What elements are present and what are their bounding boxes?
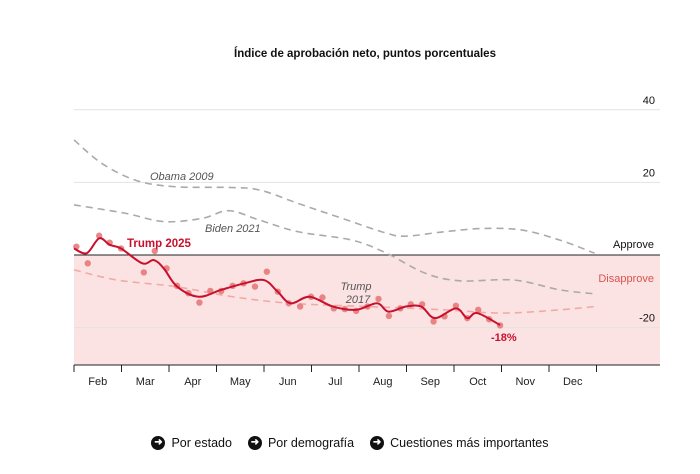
navigation-links: ➜ Por estado ➜ Por demografía ➜ Cuestiones … (0, 436, 700, 450)
current-value-label: -18% (491, 332, 517, 344)
series-line-trump-2025 (73, 237, 501, 326)
obama-label: Obama 2009 (150, 171, 214, 183)
data-point (151, 247, 158, 255)
arrow-right-icon: ➜ (151, 436, 166, 450)
month-label: Jul (328, 376, 342, 388)
y-tick-label: -20 (639, 313, 655, 325)
disapprove-label: Disapprove (598, 273, 654, 285)
link-por-demografia[interactable]: ➜ Por demografía (247, 436, 355, 450)
series-line-obama-2009 (73, 139, 595, 254)
month-label: May (230, 376, 251, 388)
month-label: Feb (88, 376, 107, 388)
data-point (475, 306, 482, 314)
data-point (319, 294, 326, 301)
month-label: Oct (469, 376, 486, 388)
approve-label: Approve (613, 239, 654, 251)
link-por-estado[interactable]: ➜ Por estado (151, 436, 232, 450)
data-point (296, 303, 304, 310)
month-label: Sep (420, 376, 440, 388)
month-label: Dec (563, 376, 583, 388)
data-point (251, 283, 259, 290)
data-point (84, 260, 91, 267)
data-point (452, 302, 460, 310)
biden-label: Biden 2021 (205, 223, 261, 235)
link-label: Cuestiones más importantes (390, 436, 549, 450)
link-label: Por demografía (267, 436, 355, 450)
link-cuestiones[interactable]: ➜ Cuestiones más importantes (370, 436, 549, 450)
y-tick-label: 20 (643, 167, 655, 179)
link-label: Por estado (171, 436, 232, 450)
data-point (375, 295, 382, 303)
month-label: Apr (184, 376, 201, 388)
disapprove-area (74, 255, 660, 365)
month-label: Jun (279, 376, 297, 388)
data-point (140, 269, 148, 276)
chart-title: Índice de aprobación neto, puntos porcen… (234, 47, 496, 60)
series-line-trump-2017 (73, 269, 595, 314)
trump2017-label: Trump 2017 (341, 281, 372, 306)
arrow-right-icon: ➜ (247, 436, 262, 450)
month-label: Mar (136, 376, 155, 388)
y-tick-label: 40 (643, 95, 655, 107)
data-point (196, 299, 203, 306)
trump2025-label: Trump 2025 (127, 238, 192, 250)
arrow-right-icon: ➜ (370, 436, 385, 450)
data-point (385, 312, 393, 320)
data-point (263, 268, 271, 275)
month-label: Aug (373, 376, 393, 388)
month-label: Nov (515, 376, 535, 388)
data-point (430, 318, 437, 325)
series-line-biden-2021 (73, 204, 595, 295)
